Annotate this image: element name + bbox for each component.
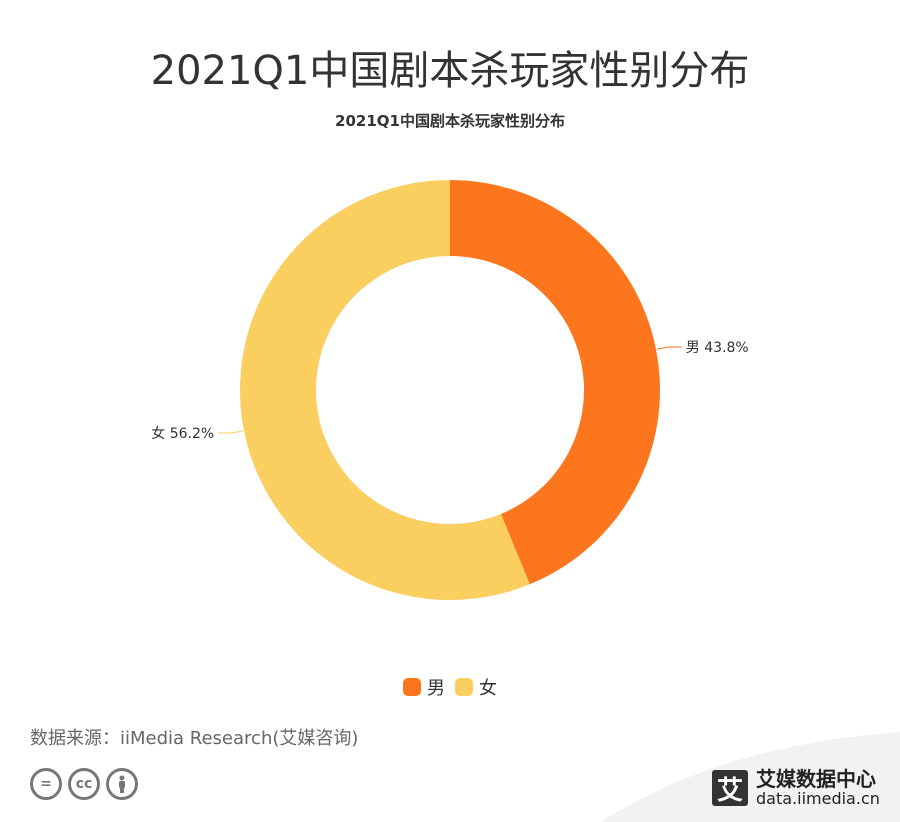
chart-title: 2021Q1中国剧本杀玩家性别分布: [335, 112, 565, 130]
data-label-female: 女 56.2%: [151, 425, 214, 442]
brand-logo[interactable]: 艾 艾媒数据中心 data.iimedia.cn: [712, 768, 880, 808]
cc-icon: cc: [68, 768, 100, 800]
legend-item-male[interactable]: 男: [403, 674, 445, 700]
legend-label-female: 女: [479, 678, 497, 699]
data-source: 数据来源：iiMedia Research(艾媒咨询): [30, 728, 359, 749]
page-title: 2021Q1中国剧本杀玩家性别分布: [150, 48, 750, 94]
person-icon: [106, 768, 138, 800]
brand-url: data.iimedia.cn: [756, 789, 880, 808]
legend-swatch-male: [403, 678, 421, 696]
donut-slices: [240, 180, 661, 600]
data-label-male: 男 43.8%: [686, 340, 749, 356]
license-icons: = cc: [30, 768, 138, 800]
legend-swatch-female: [455, 678, 473, 696]
leader-line-female: [218, 430, 244, 434]
legend-label-male: 男: [427, 678, 445, 699]
brand-name: 艾媒数据中心: [756, 767, 876, 791]
donut-slice-male[interactable]: [450, 180, 661, 585]
donut-slice-female[interactable]: [240, 180, 530, 600]
label-leader-lines: [218, 346, 682, 434]
chart-legend: 男 女: [0, 674, 900, 700]
legend-item-female[interactable]: 女: [455, 674, 497, 700]
leader-line-male: [656, 346, 682, 350]
equals-icon: =: [30, 768, 62, 800]
brand-mark: 艾: [712, 770, 748, 806]
data-labels: 男 43.8% 女 56.2%: [151, 340, 748, 442]
